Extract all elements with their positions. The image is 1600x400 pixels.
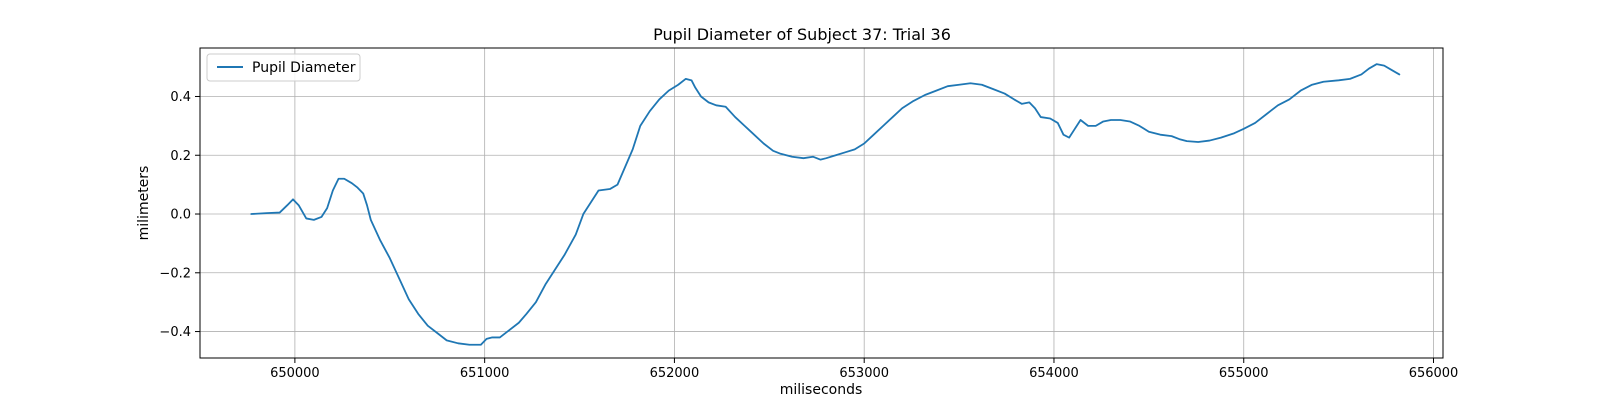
x-tick-label: 654000 xyxy=(1029,366,1079,381)
x-tick-label: 651000 xyxy=(460,366,510,381)
grid xyxy=(200,48,1443,358)
series-layer xyxy=(250,63,1401,346)
x-axis-ticks: 650000 651000 652000 653000 654000 655000 6560… xyxy=(270,358,1458,381)
y-tick-label: 0.0 xyxy=(170,208,191,223)
y-tick-label: 0.4 xyxy=(170,90,191,105)
x-axis-label: miliseconds xyxy=(780,382,863,398)
y-axis-ticks: −0.4 −0.2 0.0 0.2 0.4 xyxy=(159,90,200,340)
series-line-0 xyxy=(250,63,1401,346)
plot-area-frame xyxy=(199,47,1444,359)
y-tick-label: −0.2 xyxy=(159,266,191,281)
x-tick-label: 656000 xyxy=(1409,366,1459,381)
chart-title: Pupil Diameter of Subject 37: Trial 36 xyxy=(653,25,951,44)
x-tick-label: 652000 xyxy=(650,366,700,381)
legend-label: Pupil Diameter xyxy=(252,60,356,76)
legend: Pupil Diameter xyxy=(206,53,361,82)
x-tick-label: 650000 xyxy=(270,366,320,381)
y-tick-label: 0.2 xyxy=(170,149,191,164)
x-tick-label: 653000 xyxy=(839,366,889,381)
x-tick-label: 655000 xyxy=(1219,366,1269,381)
y-tick-label: −0.4 xyxy=(159,325,191,340)
y-axis-label: milimeters xyxy=(136,166,152,241)
legend-box xyxy=(206,53,361,82)
